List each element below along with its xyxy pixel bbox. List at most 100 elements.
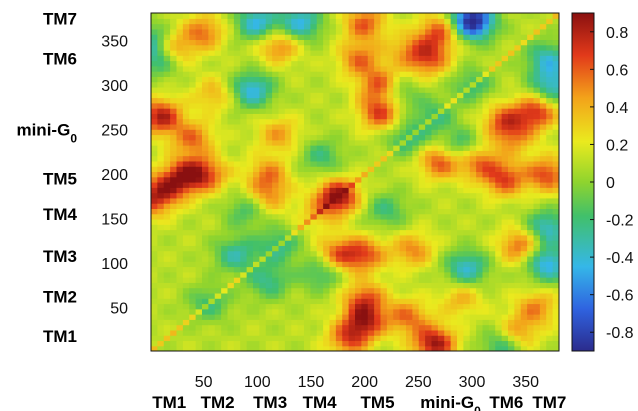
heatmap-cell: [214, 271, 222, 278]
heatmap-cell: [380, 261, 388, 268]
heatmap-cell: [361, 255, 369, 262]
heatmap-cell: [367, 139, 375, 146]
heatmap-cell: [195, 287, 203, 294]
heatmap-cell: [463, 250, 471, 257]
heatmap-cell: [374, 261, 382, 268]
heatmap-cell: [488, 145, 496, 151]
heatmap-cell: [329, 39, 337, 46]
heatmap-cell: [367, 324, 375, 331]
heatmap-cell: [227, 218, 235, 225]
heatmap-cell: [176, 71, 184, 77]
heatmap-cell: [297, 234, 305, 241]
heatmap-cell: [406, 118, 413, 125]
heatmap-cell: [227, 319, 235, 326]
heatmap-cell: [163, 187, 171, 194]
heatmap-cell: [399, 71, 407, 77]
heatmap-cell: [246, 92, 254, 99]
heatmap-cell: [170, 255, 178, 262]
heatmap-cell: [552, 134, 559, 141]
heatmap-cell: [501, 76, 509, 83]
heatmap-cell: [527, 28, 535, 35]
heatmap-cell: [457, 255, 464, 262]
heatmap-cell: [291, 108, 299, 114]
heatmap-cell: [170, 192, 178, 199]
heatmap-cell: [380, 65, 388, 72]
heatmap-cell: [214, 28, 222, 35]
heatmap-cell: [176, 145, 184, 151]
heatmap-cell: [278, 245, 286, 252]
heatmap-cell: [425, 324, 433, 331]
heatmap-cell: [278, 282, 286, 289]
heatmap-cell: [501, 55, 509, 62]
heatmap-cell: [259, 208, 267, 215]
heatmap-cell: [482, 187, 490, 194]
heatmap-cell: [221, 65, 229, 72]
heatmap-cell: [463, 23, 471, 30]
heatmap-cell: [514, 229, 522, 236]
heatmap-cell: [278, 160, 286, 167]
y-tick-label: 300: [101, 78, 128, 95]
heatmap-cell: [189, 314, 197, 320]
heatmap-cell: [355, 145, 362, 151]
heatmap-cell: [482, 108, 490, 114]
heatmap-cell: [418, 65, 426, 72]
heatmap-cell: [450, 250, 458, 257]
heatmap-cell: [348, 18, 356, 25]
heatmap-cell: [348, 308, 356, 315]
heatmap-cell: [272, 208, 280, 215]
heatmap-cell: [272, 340, 280, 347]
heatmap-cell: [329, 287, 337, 294]
heatmap-cell: [151, 81, 158, 88]
heatmap-cell: [259, 213, 267, 220]
heatmap-cell: [367, 340, 375, 347]
heatmap-cell: [450, 255, 458, 262]
heatmap-cell: [272, 224, 280, 231]
heatmap-cell: [393, 203, 401, 210]
heatmap-cell: [310, 340, 318, 347]
heatmap-cell: [495, 76, 503, 83]
heatmap-cell: [361, 71, 369, 77]
heatmap-cell: [240, 113, 248, 120]
heatmap-cell: [304, 118, 311, 125]
heatmap-cell: [527, 319, 535, 326]
heatmap-cell: [214, 345, 222, 351]
heatmap-cell: [508, 108, 515, 114]
heatmap-cell: [488, 197, 496, 204]
heatmap-cell: [361, 55, 369, 62]
heatmap-cell: [425, 218, 433, 225]
heatmap-cell: [450, 213, 458, 220]
heatmap-cell: [227, 292, 235, 299]
heatmap-cell: [323, 155, 331, 162]
heatmap-cell: [539, 298, 547, 305]
heatmap-cell: [380, 113, 388, 120]
heatmap-cell: [163, 134, 171, 141]
heatmap-cell: [386, 113, 394, 120]
heatmap-cell: [240, 282, 248, 289]
heatmap-cell: [527, 314, 535, 320]
heatmap-cell: [233, 97, 241, 104]
heatmap-cell: [386, 34, 394, 41]
heatmap-cell: [457, 34, 464, 41]
heatmap-cell: [278, 192, 286, 199]
heatmap-cell: [508, 308, 515, 315]
heatmap-cell: [323, 282, 331, 289]
heatmap-cell: [539, 18, 547, 25]
heatmap-cell: [189, 255, 197, 262]
heatmap-cell: [380, 255, 388, 262]
heatmap-cell: [552, 287, 559, 294]
heatmap-cell: [527, 192, 535, 199]
heatmap-cell: [284, 298, 292, 305]
heatmap-cell: [157, 86, 165, 93]
heatmap-cell: [163, 145, 171, 151]
heatmap-cell: [482, 303, 490, 310]
heatmap-cell: [367, 171, 375, 178]
heatmap-cell: [406, 187, 413, 194]
heatmap-cell: [316, 155, 324, 162]
heatmap-cell: [323, 319, 331, 326]
heatmap-cell: [316, 345, 324, 351]
heatmap-cell: [546, 197, 554, 204]
heatmap-cell: [253, 298, 260, 305]
heatmap-cell: [170, 245, 178, 252]
heatmap-cell: [488, 298, 496, 305]
heatmap-cell: [310, 245, 318, 252]
